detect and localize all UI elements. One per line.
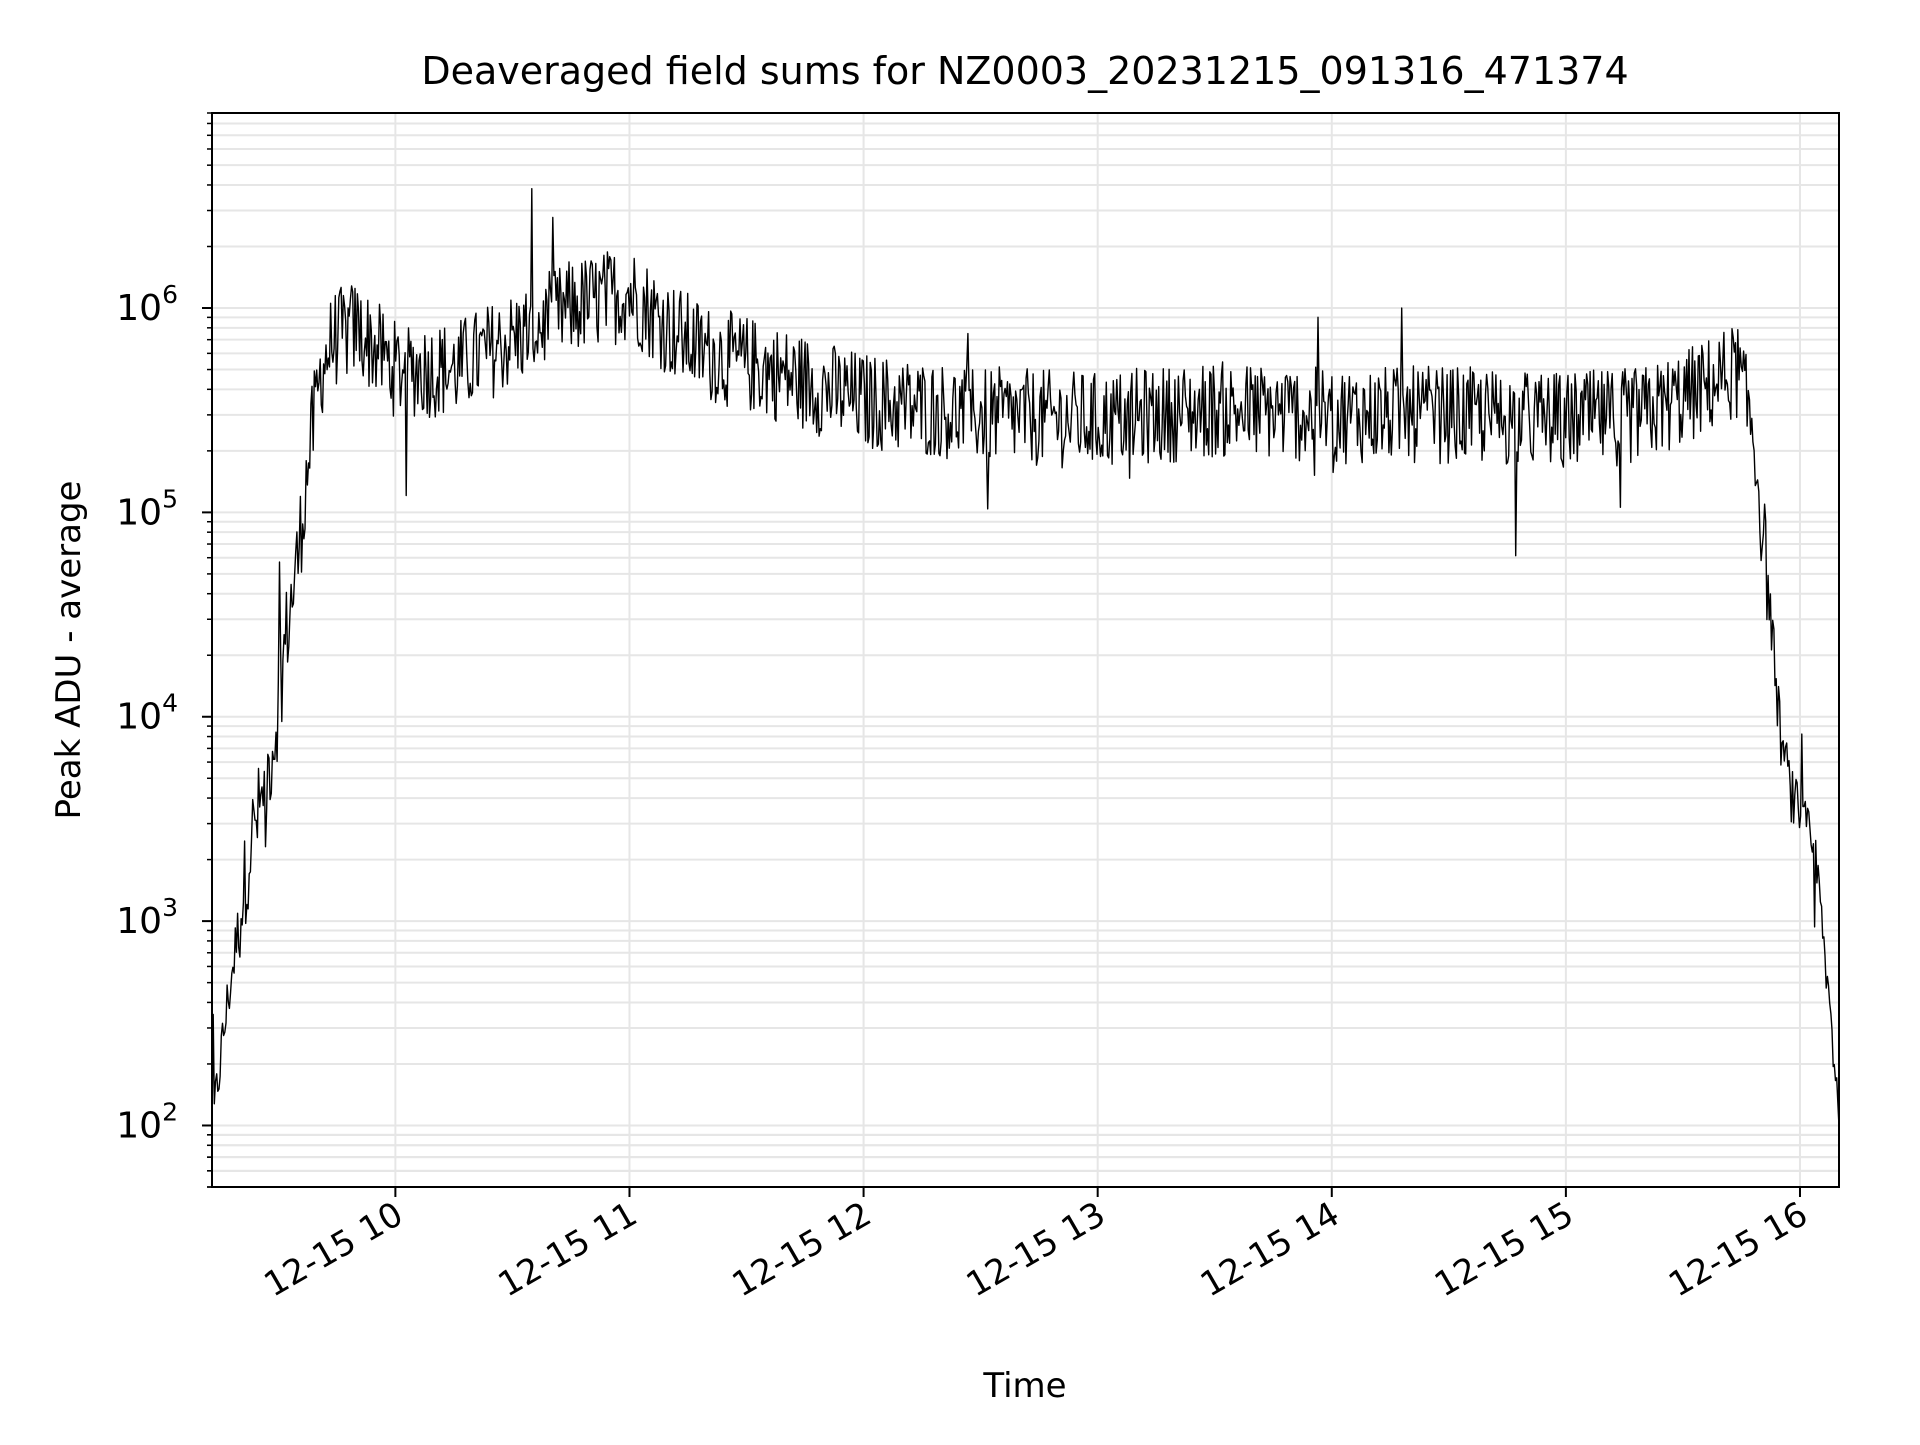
series-layer [211, 188, 1840, 1127]
y-tick-label: 106 [116, 280, 178, 329]
plot-frame [211, 112, 1840, 1188]
y-axis-label: Peak ADU - average [49, 481, 89, 820]
chart-title: Deaveraged field sums for NZ0003_2023121… [421, 49, 1628, 93]
grid [212, 112, 1839, 1188]
y-tick-label: 104 [116, 689, 178, 738]
series-line [211, 188, 1840, 1127]
y-tick-label: 105 [116, 484, 178, 533]
x-axis-label: Time [982, 1366, 1066, 1406]
y-tick-label: 103 [116, 893, 178, 942]
y-tick-label: 102 [116, 1097, 178, 1146]
